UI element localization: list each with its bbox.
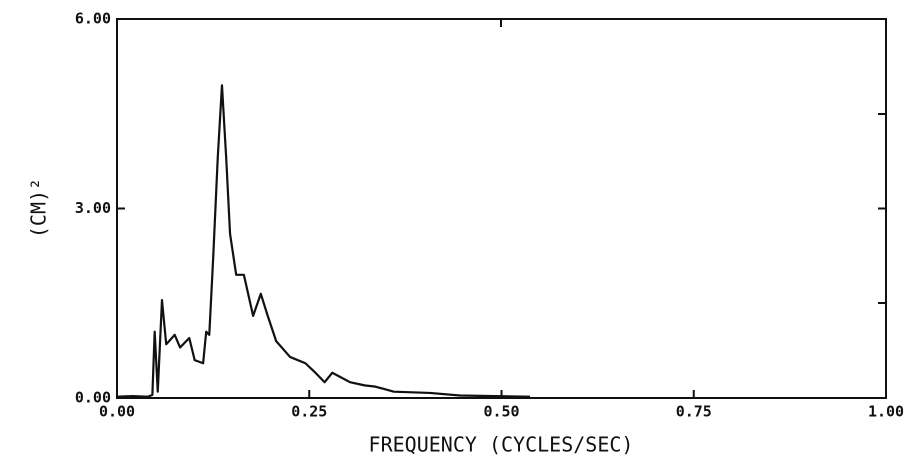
- x-tick-label: 1.00: [868, 403, 904, 421]
- x-axis-label: FREQUENCY (CYCLES/SEC): [369, 433, 634, 457]
- plot-frame: [116, 18, 887, 399]
- x-tick-label: 0.50: [483, 403, 519, 421]
- y-tick-label: 0.00: [75, 389, 111, 407]
- spectrum-line: [116, 84, 530, 398]
- y-axis-label: (CM)²: [27, 178, 51, 238]
- y-tick-label: 6.00: [75, 10, 111, 28]
- x-tick-label: 0.25: [291, 403, 327, 421]
- x-tick-label: 0.00: [99, 403, 135, 421]
- y-tick-label: 3.00: [75, 199, 111, 217]
- x-tick-label: 0.75: [676, 403, 712, 421]
